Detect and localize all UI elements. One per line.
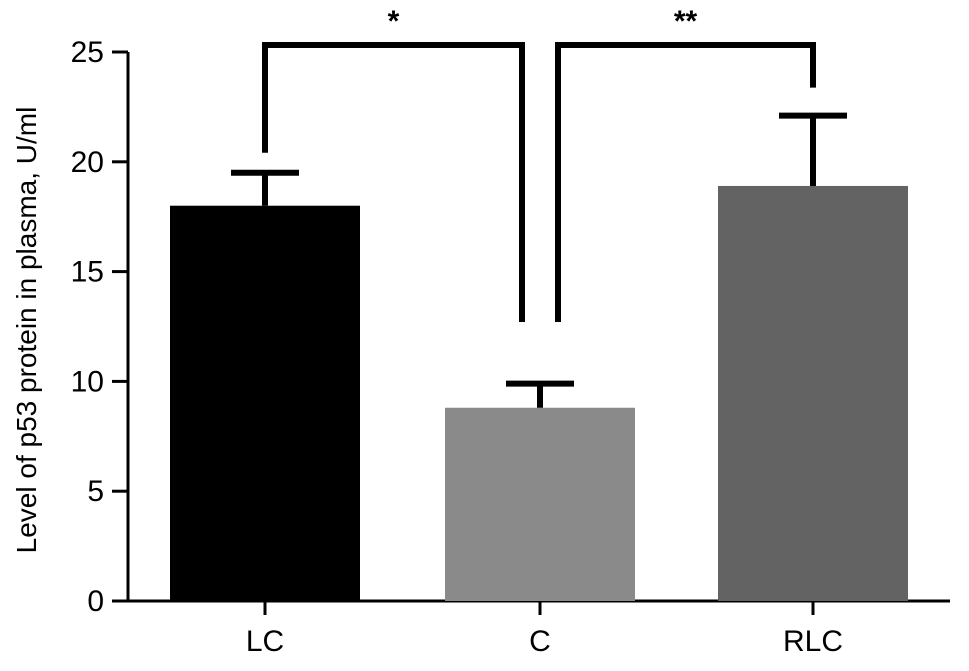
category-label-rlc: RLC	[783, 625, 843, 658]
error-bars	[231, 112, 847, 408]
y-axis-title: Level of p53 protein in plasma, U/ml	[11, 107, 42, 554]
category-label-lc: LC	[246, 625, 284, 658]
significance-bracket	[262, 42, 525, 322]
category-labels: LC C RLC	[246, 625, 843, 658]
category-label-c: C	[529, 625, 551, 658]
y-tick-label: 10	[71, 365, 104, 398]
significance-label: *	[388, 5, 400, 38]
y-tick-label: 5	[87, 475, 104, 508]
bars	[170, 185, 908, 601]
significance-label: **	[674, 5, 698, 38]
y-tick-label: 25	[71, 36, 104, 69]
bar-c	[445, 407, 635, 601]
bar-lc	[170, 205, 360, 601]
y-tick-label: 15	[71, 256, 104, 289]
significance-brackets: * **	[262, 5, 816, 322]
significance-bracket	[555, 42, 816, 322]
bar-rlc	[718, 185, 908, 601]
y-tick-label: 0	[87, 585, 104, 618]
y-tick-label: 20	[71, 146, 104, 179]
